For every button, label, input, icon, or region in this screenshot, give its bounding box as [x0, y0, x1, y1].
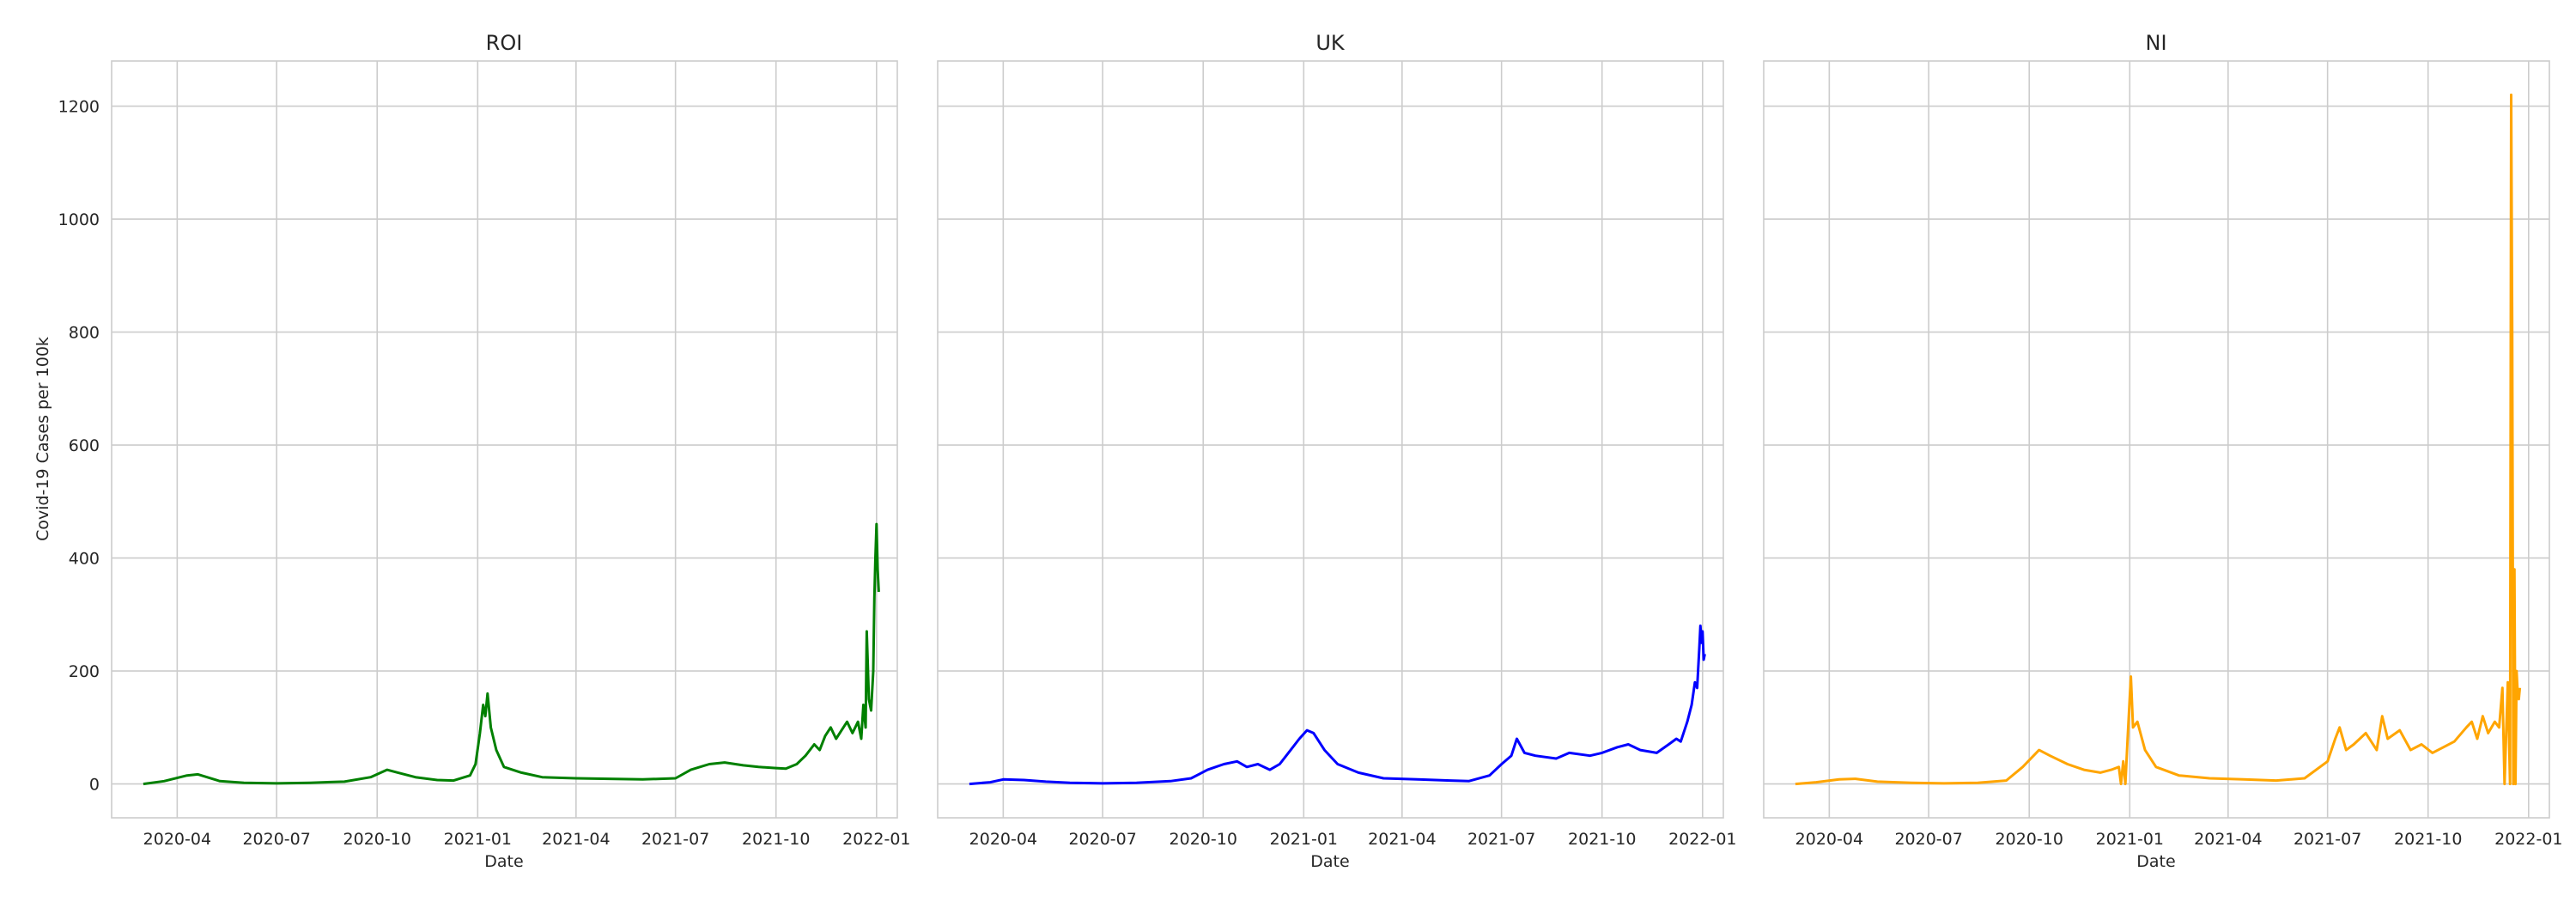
- x-tick-label: 2021-01: [2096, 830, 2164, 849]
- panel-title: ROI: [486, 31, 523, 55]
- x-tick-label: 2020-04: [1795, 830, 1863, 849]
- x-tick-label: 2020-07: [242, 830, 310, 849]
- panel-roi: ROI Date Covid-19 Cases per 100k 2020-04…: [33, 31, 911, 871]
- series-line: [143, 522, 880, 786]
- x-tick-label: 2021-07: [641, 830, 709, 849]
- y-tick-label: 600: [69, 436, 100, 455]
- y-tick-label: 200: [69, 662, 100, 681]
- x-tick-label: 2020-10: [1996, 830, 2063, 849]
- x-tick-label: 2021-04: [542, 830, 610, 849]
- x-axis-label: Date: [2136, 852, 2175, 871]
- x-tick-label: 2021-04: [1368, 830, 1436, 849]
- series-line: [1795, 93, 2522, 786]
- x-tick-label: 2021-04: [2194, 830, 2262, 849]
- x-tick-label: 2021-07: [2293, 830, 2361, 849]
- x-tick-label: 2022-01: [2494, 830, 2562, 849]
- panel-title: UK: [1315, 31, 1346, 55]
- x-tick-label: 2021-07: [1467, 830, 1535, 849]
- plot-frame: [937, 60, 1724, 819]
- x-tick-label: 2020-10: [343, 830, 411, 849]
- x-tick-label: 2021-01: [1270, 830, 1338, 849]
- plot-frame: [111, 60, 898, 819]
- x-tick-label: 2021-01: [444, 830, 512, 849]
- x-tick-label: 2020-07: [1894, 830, 1962, 849]
- x-tick-label: 2020-07: [1068, 830, 1136, 849]
- plot-frame: [1763, 60, 2550, 819]
- y-axis-label: Covid-19 Cases per 100k: [33, 337, 52, 541]
- x-tick-label: 2021-10: [1568, 830, 1636, 849]
- x-tick-label: 2022-01: [842, 830, 910, 849]
- x-tick-label: 2020-04: [969, 830, 1037, 849]
- panel-ni: NI Date 2020-04 2020-07 2020-10 2021-01 2021…: [1763, 31, 2563, 871]
- panel-uk: UK Date 2020-04 2020-07 2020-10 2021-01 2021…: [937, 31, 1737, 871]
- series-line: [969, 625, 1706, 786]
- y-tick-label: 1000: [58, 210, 100, 229]
- y-tick-label: 800: [69, 324, 100, 343]
- x-tick-label: 2022-01: [1668, 830, 1736, 849]
- x-tick-label: 2020-04: [143, 830, 211, 849]
- x-axis-label: Date: [1310, 852, 1349, 871]
- x-tick-label: 2020-10: [1170, 830, 1237, 849]
- x-tick-label: 2021-10: [2394, 830, 2462, 849]
- x-axis-label: Date: [484, 852, 523, 871]
- x-tick-label: 2021-10: [742, 830, 810, 849]
- y-tick-label: 1200: [58, 98, 100, 117]
- y-tick-label: 400: [69, 550, 100, 569]
- panel-title: NI: [2145, 31, 2166, 55]
- y-tick-label: 0: [89, 776, 100, 795]
